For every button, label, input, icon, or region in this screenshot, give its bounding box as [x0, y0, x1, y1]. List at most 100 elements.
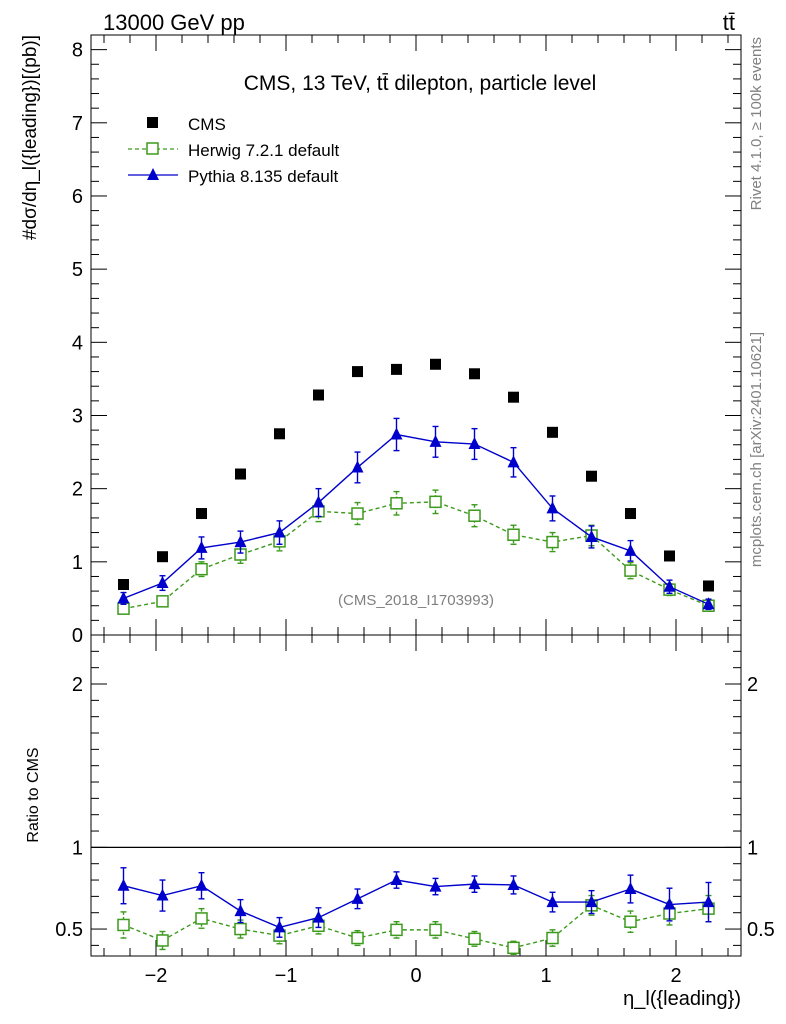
main-cms-point: [586, 470, 597, 482]
ratio-y-tick-label: 1: [72, 837, 83, 859]
legend-cms-label: CMS: [188, 115, 226, 134]
main-cms-point: [391, 363, 402, 375]
legend-herwig-marker: [146, 142, 159, 155]
ratio-herwig-point: [624, 915, 637, 928]
main-y-axis-label: #dσ/dη_l({leading})[(pb)]: [20, 35, 41, 240]
main-cms-point: [703, 580, 714, 592]
ratio-y-tick-label: 2: [72, 674, 83, 696]
main-pythia-point: [312, 495, 325, 508]
ratio-herwig-point: [546, 931, 559, 945]
main-pythia-point: [351, 460, 364, 473]
ratio-herwig-point: [507, 941, 520, 955]
main-cms-point: [118, 579, 129, 591]
legend-pythia-label: Pythia 8.135 default: [188, 167, 339, 186]
legend: CMS Herwig 7.2.1 default Pythia 8.135 de…: [128, 115, 339, 186]
main-pythia-point: [273, 525, 286, 538]
ratio-pythia-point: [195, 878, 208, 891]
legend-herwig-label: Herwig 7.2.1 default: [188, 141, 339, 160]
main-axes: 0 1 2 3 4 5 6 7 8: [72, 34, 741, 647]
ratio-pythia-point: [702, 895, 715, 908]
chart-title: CMS, 13 TeV, tt̄ dilepton, particle leve…: [244, 72, 597, 95]
ratio-y-tick-label-right: 1: [747, 837, 758, 859]
ratio-pythia-point: [117, 878, 130, 891]
main-series: [117, 358, 715, 615]
main-herwig-point: [390, 497, 403, 510]
ratio-herwig-point: [234, 922, 247, 936]
main-herwig-point: [156, 595, 169, 608]
ratio-pythia-point: [585, 895, 598, 908]
x-axis-label: η_l({leading}): [623, 988, 741, 1010]
main-pythia-point: [234, 535, 247, 548]
main-cms-point: [469, 368, 480, 380]
main-cms-point: [157, 551, 168, 563]
ratio-pythia-point: [351, 891, 364, 904]
main-pythia-point: [546, 501, 559, 514]
main-pythia-point: [156, 576, 169, 589]
main-pythia-point: [429, 434, 442, 447]
ratio-herwig-point: [390, 923, 403, 937]
main-herwig-point: [468, 509, 481, 522]
main-y-tick-label: 6: [72, 186, 83, 208]
main-y-tick-label: 3: [72, 405, 83, 427]
rivet-version-label: Rivet 4.1.0, ≥ 100k events: [748, 37, 765, 210]
ratio-series: [117, 867, 715, 956]
x-tick-label: 2: [670, 965, 681, 987]
main-y-tick-label: 2: [72, 479, 83, 501]
main-pythia-point: [663, 579, 676, 592]
ratio-herwig-point: [195, 912, 208, 925]
mcplots-label: mcplots.cern.ch [arXiv:2401.10621]: [748, 332, 765, 567]
legend-cms-marker: [147, 117, 158, 128]
ratio-pythia-point: [663, 897, 676, 910]
main-cms-point: [664, 550, 675, 562]
ratio-herwig-point: [429, 923, 442, 937]
main-y-tick-label: 4: [72, 332, 83, 354]
x-tick-label: −2: [145, 965, 168, 987]
main-cms-point: [508, 391, 519, 403]
main-herwig-point: [429, 495, 442, 509]
ratio-pythia-point: [468, 877, 481, 890]
x-tick-label: 1: [540, 965, 551, 987]
ratio-pythia-point: [234, 904, 247, 917]
ratio-y-tick-label: 0.5: [55, 919, 83, 941]
main-cms-point: [352, 366, 363, 378]
ratio-panel-frame: [90, 634, 742, 957]
ratio-pythia-point: [273, 920, 286, 933]
main-pythia-point: [117, 591, 130, 604]
main-pythia-point: [624, 543, 637, 556]
main-y-tick-label: 8: [72, 40, 83, 62]
main-pythia-line: [123, 433, 709, 605]
ratio-y-axis-label: Ratio to CMS: [25, 747, 42, 842]
ratio-y-tick-label-right: 2: [747, 674, 758, 696]
ratio-pythia-point: [390, 873, 403, 886]
main-cms-point: [547, 426, 558, 438]
ratio-herwig-point: [351, 931, 364, 945]
main-herwig-point: [546, 535, 559, 549]
main-cms-point: [430, 358, 441, 370]
main-y-tick-label: 1: [72, 552, 83, 574]
ratio-pythia-point: [429, 879, 442, 892]
ratio-y-tick-label-right: 0.5: [747, 919, 775, 941]
main-herwig-point: [351, 507, 364, 520]
ratio-pythia-point: [312, 910, 325, 923]
ratio-pythia-point: [156, 888, 169, 901]
main-pythia-point: [390, 427, 403, 440]
main-pythia-point: [507, 455, 520, 468]
legend-pythia-marker: [147, 168, 159, 180]
main-pythia-point: [702, 597, 715, 610]
ratio-axes: −2 −1 0 1 2 0.5 0.5 1 1 2 2: [55, 635, 775, 987]
main-cms-point: [313, 389, 324, 401]
main-cms-point: [196, 508, 207, 520]
ratio-pythia-point: [507, 877, 520, 890]
main-y-tick-label: 0: [72, 625, 83, 647]
energy-label: 13000 GeV pp: [103, 10, 245, 35]
ratio-pythia-line: [123, 879, 709, 929]
main-y-tick-label: 7: [72, 113, 83, 135]
main-cms-point: [625, 508, 636, 520]
ratio-herwig-point: [156, 934, 169, 947]
x-tick-label: 0: [410, 965, 421, 987]
main-y-tick-label: 5: [72, 259, 83, 281]
main-herwig-point: [507, 528, 520, 542]
ratio-herwig-line: [123, 904, 709, 949]
main-herwig-point: [624, 564, 637, 577]
